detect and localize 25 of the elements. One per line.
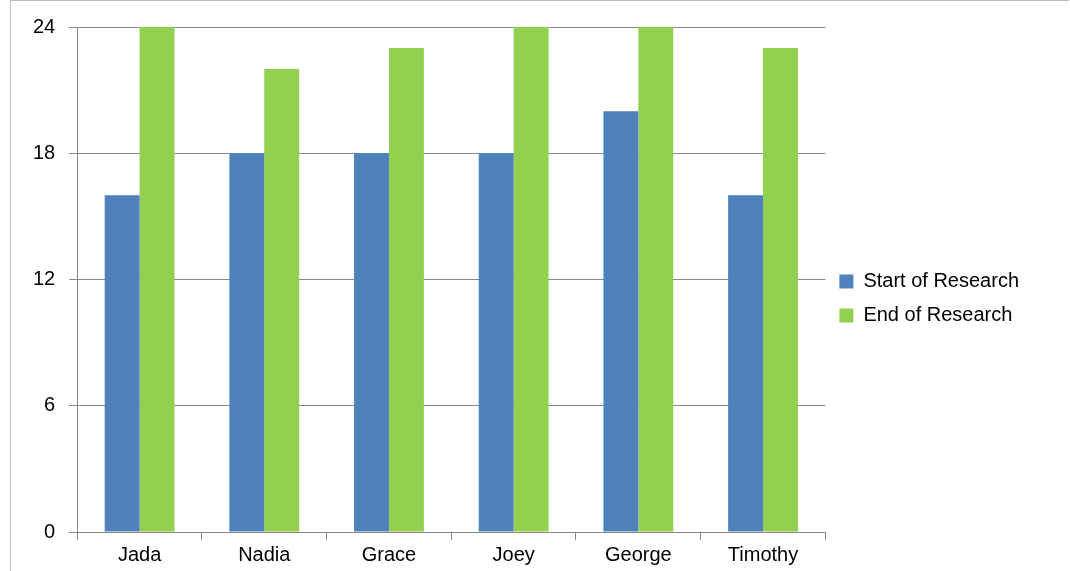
x-tick-label: George <box>604 542 672 565</box>
bar <box>354 153 389 532</box>
bar <box>478 153 514 532</box>
bar <box>638 27 674 532</box>
bar <box>104 195 140 532</box>
y-tick-label: 0 <box>44 519 56 542</box>
x-tick-label: Grace <box>361 542 417 565</box>
x-tick-label: Joey <box>492 542 535 565</box>
legend-label: Start of Research <box>863 269 1019 292</box>
bar <box>264 69 300 532</box>
y-tick-label: 24 <box>33 14 56 37</box>
x-tick-label: Nadia <box>238 542 292 565</box>
y-tick-label: 18 <box>33 140 56 163</box>
bar <box>728 195 764 532</box>
x-tick-label: Jada <box>117 542 163 565</box>
bar <box>229 153 265 532</box>
bar <box>603 111 639 532</box>
bar <box>388 48 424 532</box>
y-tick-label: 12 <box>33 267 56 290</box>
legend-label: End of Research <box>863 303 1013 326</box>
x-tick-label: Timothy <box>727 542 799 565</box>
bar <box>513 27 549 532</box>
bar <box>139 27 175 532</box>
y-tick-label: 6 <box>44 393 56 416</box>
bar <box>763 48 798 532</box>
